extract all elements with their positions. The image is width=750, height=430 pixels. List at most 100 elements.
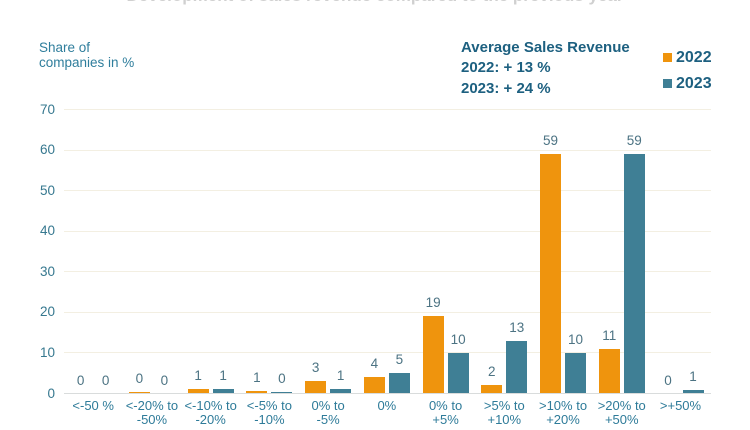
x-tick-label: >10% to +20% — [531, 399, 595, 427]
y-tick-label: 30 — [39, 263, 55, 279]
bar-value-label-2022: 2 — [488, 364, 496, 380]
legend-swatch-2022 — [663, 53, 672, 62]
y-tick-label: 60 — [39, 142, 55, 158]
bar-value-label-2023: 59 — [626, 133, 642, 149]
bar-2023 — [447, 352, 469, 394]
y-tick-label: 10 — [39, 344, 55, 360]
x-tick-label-line: 0% to — [311, 398, 345, 413]
gridline — [64, 271, 711, 273]
bar-2023 — [682, 389, 704, 394]
bar-2023 — [623, 154, 645, 394]
bar-2022 — [363, 377, 385, 394]
x-tick-label-line: <-5% to — [246, 398, 292, 413]
x-tick-label: 0% — [355, 399, 419, 413]
x-tick-label: <-20% to -50% — [120, 399, 184, 427]
bar-value-label-2022: 0 — [664, 372, 672, 388]
x-tick-label-line: +50% — [604, 411, 639, 427]
gridline — [64, 352, 711, 354]
x-tick-label-line: 0% — [377, 398, 397, 413]
annotation-2023: 2023: + 24 % — [461, 79, 551, 97]
bar-value-label-2022: 0 — [76, 372, 85, 388]
x-tick-label-line: <-10% to — [184, 398, 237, 413]
bar-2022 — [246, 391, 268, 394]
bar-value-label-2022: 4 — [370, 356, 379, 372]
x-tick-label-line: <-50 % — [72, 398, 114, 413]
bar-2023 — [271, 391, 293, 394]
bar-value-label-2023: 0 — [160, 372, 169, 388]
bar-2022 — [305, 381, 327, 394]
x-tick-label-line: >+50% — [659, 398, 702, 413]
annotation-title: Average Sales Revenue — [461, 39, 630, 56]
bar-2023 — [565, 352, 587, 394]
x-tick-label: 0% to +5% — [414, 399, 478, 427]
bar-value-label-2023: 1 — [689, 368, 697, 384]
gridline — [64, 190, 711, 192]
x-axis-baseline — [64, 393, 711, 394]
x-tick-label: <-5% to -10% — [237, 399, 301, 427]
y-axis-title: Share of companies in % — [39, 40, 135, 70]
legend-item-2023: 2023 — [663, 75, 712, 92]
x-tick-label-line: -10% — [254, 411, 285, 427]
gridline — [64, 311, 711, 313]
y-axis-title-line2: companies in % — [39, 54, 135, 70]
x-tick-label-line: <-20% to — [125, 398, 179, 413]
x-tick-label-line: >5% to — [483, 398, 525, 413]
legend: 2022 2023 — [663, 49, 712, 100]
x-tick-label-line: >20% to — [597, 398, 646, 413]
bar-value-label-2022: 59 — [543, 133, 559, 149]
bar-2023 — [330, 389, 352, 394]
bar-value-label-2022: 0 — [135, 371, 144, 387]
bar-2022 — [481, 385, 503, 394]
bar-value-label-2022: 11 — [602, 327, 617, 343]
page-title-cutoff: Development of sales revenue compared to… — [0, 0, 750, 5]
bar-2023 — [212, 389, 234, 394]
bar-2022 — [422, 316, 444, 394]
bar-2022 — [187, 389, 209, 394]
bar-value-label-2023: 5 — [395, 352, 404, 368]
x-tick-label-line: >10% to — [538, 398, 588, 413]
x-tick-label: <-50 % — [61, 399, 125, 413]
annotation-box: Average Sales Revenue 2022: + 13 % 2023:… — [461, 38, 630, 99]
x-tick-label: >5% to +10% — [472, 399, 536, 427]
bar-2022 — [128, 392, 150, 394]
bar-2023 — [388, 373, 410, 394]
y-tick-label: 50 — [39, 182, 55, 198]
x-tick-label-line: +20% — [546, 411, 580, 427]
x-tick-label-line: +5% — [432, 411, 459, 427]
legend-label-2022: 2022 — [676, 49, 712, 66]
bar-2023 — [506, 340, 528, 394]
bar-2022 — [598, 348, 620, 394]
bar-value-label-2023: 0 — [278, 370, 286, 386]
legend-item-2022: 2022 — [663, 49, 712, 66]
y-tick-label: 0 — [47, 385, 55, 401]
x-tick-label: >20% to +50% — [590, 399, 654, 427]
y-tick-label: 40 — [39, 223, 55, 239]
bar-2022 — [540, 154, 562, 394]
bar-value-label-2023: 13 — [509, 319, 525, 335]
y-tick-label: 20 — [39, 304, 55, 320]
x-tick-label: <-10% to -20% — [179, 399, 243, 427]
bar-value-label-2023: 10 — [568, 331, 584, 347]
bar-value-label-2023: 1 — [219, 368, 227, 384]
legend-label-2023: 2023 — [676, 74, 712, 92]
gridline — [64, 149, 711, 151]
bar-value-label-2023: 0 — [101, 372, 110, 388]
x-tick-label-line: -5% — [316, 411, 340, 427]
y-tick-label: 70 — [39, 101, 55, 117]
bar-value-label-2023: 10 — [450, 331, 466, 347]
annotation-2022: 2022: + 13 % — [461, 59, 551, 76]
bar-value-label-2022: 19 — [425, 295, 441, 311]
gridline — [64, 109, 711, 110]
x-tick-label-line: 0% to — [428, 398, 463, 413]
x-tick-label: >+50% — [649, 399, 713, 413]
bar-value-label-2022: 3 — [311, 360, 320, 376]
x-tick-label-line: -50% — [136, 411, 168, 427]
x-tick-label-line: -20% — [195, 411, 226, 427]
bar-value-label-2023: 1 — [336, 368, 345, 384]
bar-value-label-2022: 1 — [194, 368, 202, 384]
bar-value-label-2022: 1 — [253, 370, 261, 386]
x-tick-label-line: +10% — [487, 411, 522, 427]
gridline — [64, 230, 711, 232]
legend-swatch-2023 — [663, 78, 672, 88]
